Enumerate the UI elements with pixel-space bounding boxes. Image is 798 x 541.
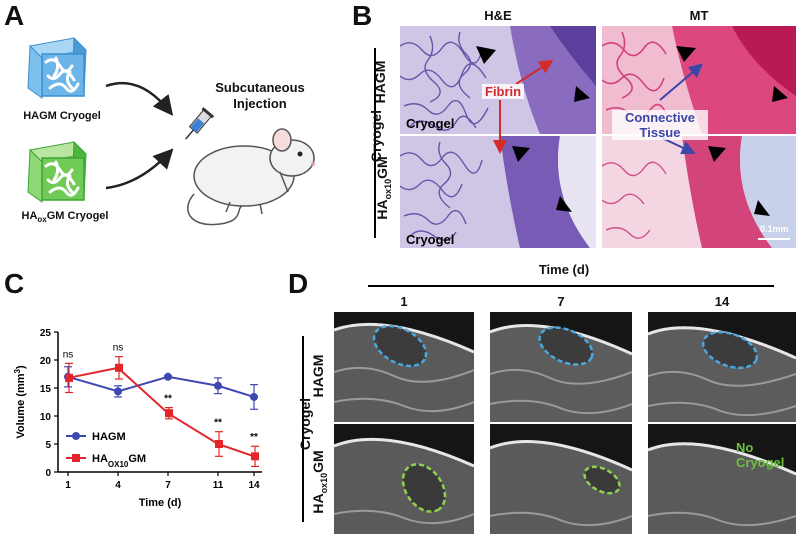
- syringe-icon: [178, 106, 218, 146]
- y-tick-label: 10: [40, 412, 52, 423]
- data-point: [215, 440, 223, 448]
- connective-tissue-label: Connective Tissue: [612, 110, 708, 140]
- d-row-label-hagm: HAGM: [310, 354, 326, 398]
- us-hagm-day7: [490, 312, 632, 422]
- d-time-14: 14: [714, 294, 730, 309]
- panel-letter-b: B: [352, 0, 373, 31]
- fibrin-label: Fibrin: [482, 84, 525, 99]
- x-axis-label: Time (d): [139, 497, 182, 509]
- series-line-0: [67, 375, 255, 398]
- x-tick-label: 14: [248, 480, 260, 491]
- cryogel-bracket-line: [374, 48, 376, 238]
- significance-annotation: **: [250, 432, 258, 443]
- no-cryogel-label: No Cryogel: [736, 440, 785, 470]
- us-haox10gm-day7: [490, 424, 632, 534]
- data-point: [250, 392, 258, 401]
- panel-letter-c: C: [4, 268, 25, 299]
- he-hagm-micrograph: [400, 26, 596, 134]
- legend-label: HAGM: [92, 431, 126, 443]
- panel-letter-d: D: [288, 268, 309, 299]
- d-group-bracket: [302, 336, 304, 522]
- haoxgm-cryogel-cube-icon: [20, 136, 92, 206]
- mt-column-header: MT: [689, 8, 709, 23]
- y-tick-label: 5: [45, 440, 51, 451]
- x-tick-label: 11: [213, 480, 224, 491]
- y-tick-label: 25: [40, 328, 52, 339]
- panel-letter-a: A: [4, 0, 25, 31]
- hagm-cryogel-cube-icon: [20, 32, 92, 102]
- legend-label: HAOX10GM: [92, 453, 146, 469]
- b-row-label-hagm: HAGM: [372, 60, 388, 104]
- injection-title: Subcutaneous Injection: [215, 80, 305, 111]
- data-point: [251, 452, 259, 461]
- data-point: [164, 372, 172, 381]
- b-tile-label-he-top: Cryogel: [406, 116, 455, 131]
- y-axis-label: Volume (mm3): [13, 365, 28, 439]
- mouse-icon: [170, 110, 340, 230]
- significance-annotation: ns: [63, 349, 74, 360]
- injection-arrows: [100, 60, 190, 200]
- us-haox10gm-day14: [648, 424, 796, 534]
- significance-annotation: **: [164, 394, 172, 405]
- significance-annotation: **: [214, 418, 222, 429]
- us-haox10gm-day1: [334, 424, 474, 534]
- haoxgm-cryogel-label: HAoxGM Cryogel: [21, 210, 109, 225]
- he-column-header: H&E: [484, 8, 512, 23]
- x-tick-label: 4: [115, 480, 121, 491]
- us-hagm-day1: [334, 312, 474, 422]
- data-point: [214, 381, 222, 390]
- data-point: [165, 409, 173, 418]
- series-line-1: [67, 366, 255, 458]
- d-time-1: 1: [400, 294, 408, 309]
- b-tile-label-he-bottom: Cryogel: [406, 232, 455, 247]
- y-tick-label: 20: [40, 356, 52, 367]
- scale-bar-label: 0.1mm: [760, 224, 789, 234]
- d-row-label-haox10gm: HAox10GM: [310, 450, 329, 514]
- d-time-rule: [368, 285, 774, 287]
- hagm-cryogel-label: HAGM Cryogel: [23, 110, 101, 122]
- data-point: [115, 363, 123, 372]
- he-haox10gm-micrograph: [400, 136, 596, 248]
- d-time-title: Time (d): [538, 262, 590, 277]
- x-tick-label: 1: [65, 480, 71, 491]
- mt-haox10gm-micrograph: [602, 136, 796, 248]
- y-tick-label: 15: [40, 384, 52, 395]
- x-tick-label: 7: [165, 480, 171, 491]
- data-point: [114, 387, 122, 396]
- legend-marker: [72, 454, 80, 462]
- y-tick-label: 0: [45, 468, 51, 479]
- data-point: [65, 373, 73, 382]
- legend-marker: [72, 432, 80, 440]
- b-row-label-haox10gm: HAox10GM: [374, 156, 393, 220]
- volume-chart: 0 5 10 15 20 25 1 4 7 11 14 Time (d) Volume (mm3) ns n…: [0, 300, 300, 536]
- us-hagm-day14: [648, 312, 796, 422]
- d-time-7: 7: [557, 294, 565, 309]
- significance-annotation: ns: [113, 343, 124, 354]
